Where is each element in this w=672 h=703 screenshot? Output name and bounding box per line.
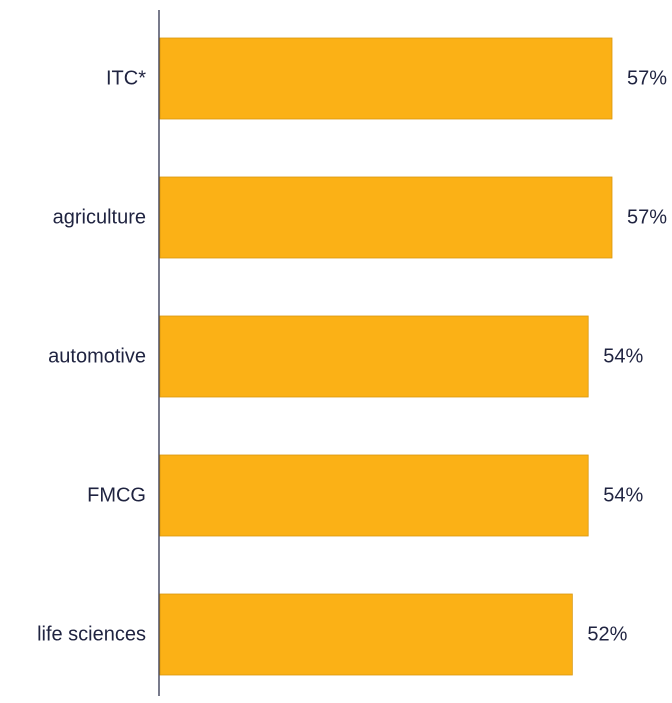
value-labels-group: 57% 57% 54% 54% 52%	[587, 68, 667, 646]
value-label-2: 54%	[603, 346, 643, 368]
value-label-1: 57%	[627, 207, 667, 229]
category-labels-group: ITC* agriculture automotive FMCG life scienc…	[37, 68, 146, 646]
bar-1	[159, 176, 613, 259]
bar-2	[159, 315, 589, 398]
category-label-4: life sciences	[37, 624, 146, 646]
bar-4	[159, 593, 573, 676]
category-label-0: ITC*	[106, 68, 146, 90]
value-label-0: 57%	[627, 68, 667, 90]
value-label-4: 52%	[587, 624, 627, 646]
bar-3	[159, 454, 589, 537]
bar-0	[159, 37, 613, 120]
category-label-1: agriculture	[53, 207, 146, 229]
category-label-3: FMCG	[87, 485, 146, 507]
category-label-2: automotive	[48, 346, 146, 368]
bars-group	[159, 37, 613, 676]
value-label-3: 54%	[603, 485, 643, 507]
